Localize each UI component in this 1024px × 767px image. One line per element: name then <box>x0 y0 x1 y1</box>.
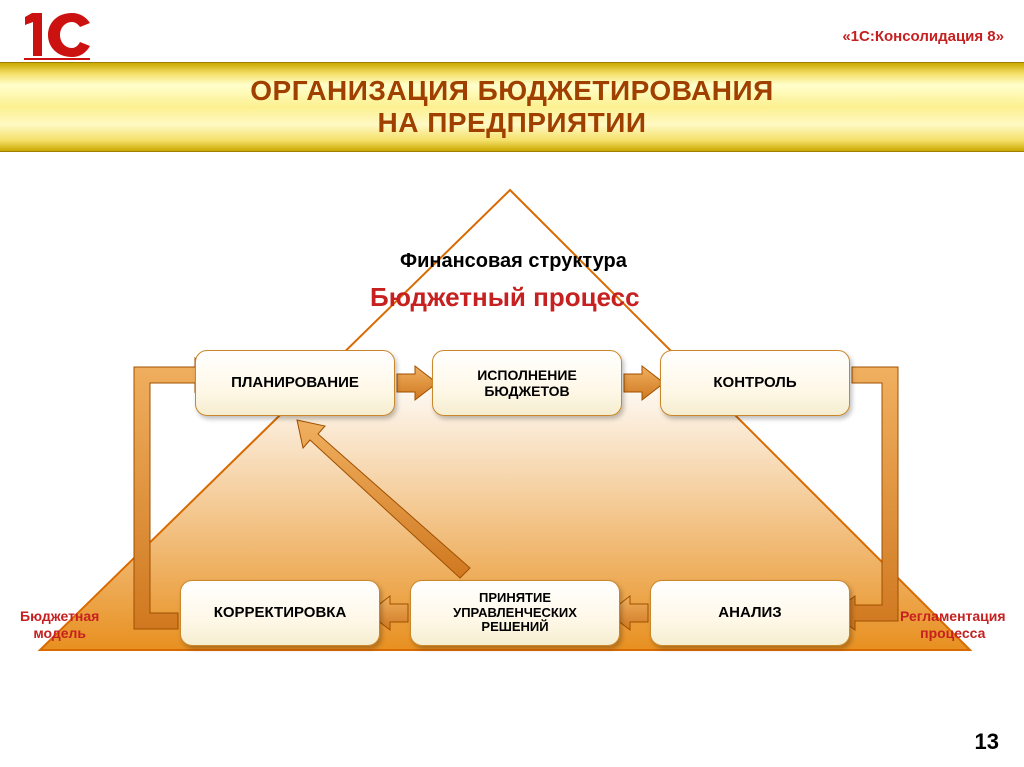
label-reglament-l1: Регламентация <box>900 608 1006 624</box>
label-budget-model-l2: модель <box>33 625 86 641</box>
title-line-2: НА ПРЕДПРИЯТИИ <box>377 107 646 139</box>
box-control: КОНТРОЛЬ <box>660 350 850 416</box>
label-budget-process: Бюджетный процесс <box>370 282 640 313</box>
label-budget-model-l1: Бюджетная <box>20 608 99 624</box>
product-name: «1С:Консолидация 8» <box>842 28 1004 45</box>
box-execution: ИСПОЛНЕНИЕ БЮДЖЕТОВ <box>432 350 622 416</box>
box-analysis: АНАЛИЗ <box>650 580 850 646</box>
label-reglament-l2: процесса <box>920 625 985 641</box>
label-fin-structure: Финансовая структура <box>400 250 627 273</box>
box-decision: ПРИНЯТИЕ УПРАВЛЕНЧЕСКИХ РЕШЕНИЙ <box>410 580 620 646</box>
title-line-1: ОРГАНИЗАЦИЯ БЮДЖЕТИРОВАНИЯ <box>250 75 773 107</box>
box-planning: ПЛАНИРОВАНИЕ <box>195 350 395 416</box>
page-number: 13 <box>975 729 999 755</box>
box-correction: КОРРЕКТИРОВКА <box>180 580 380 646</box>
logo-1c <box>22 10 92 60</box>
label-reglament: Регламентация процесса <box>900 608 1006 642</box>
label-budget-model: Бюджетная модель <box>20 608 99 642</box>
title-bar: ОРГАНИЗАЦИЯ БЮДЖЕТИРОВАНИЯ НА ПРЕДПРИЯТИ… <box>0 62 1024 152</box>
diagram-area: Финансовая структура Бюджетный процесс П… <box>0 180 1024 700</box>
header: «1С:Консолидация 8» ОРГАНИЗАЦИЯ БЮДЖЕТИР… <box>0 0 1024 155</box>
